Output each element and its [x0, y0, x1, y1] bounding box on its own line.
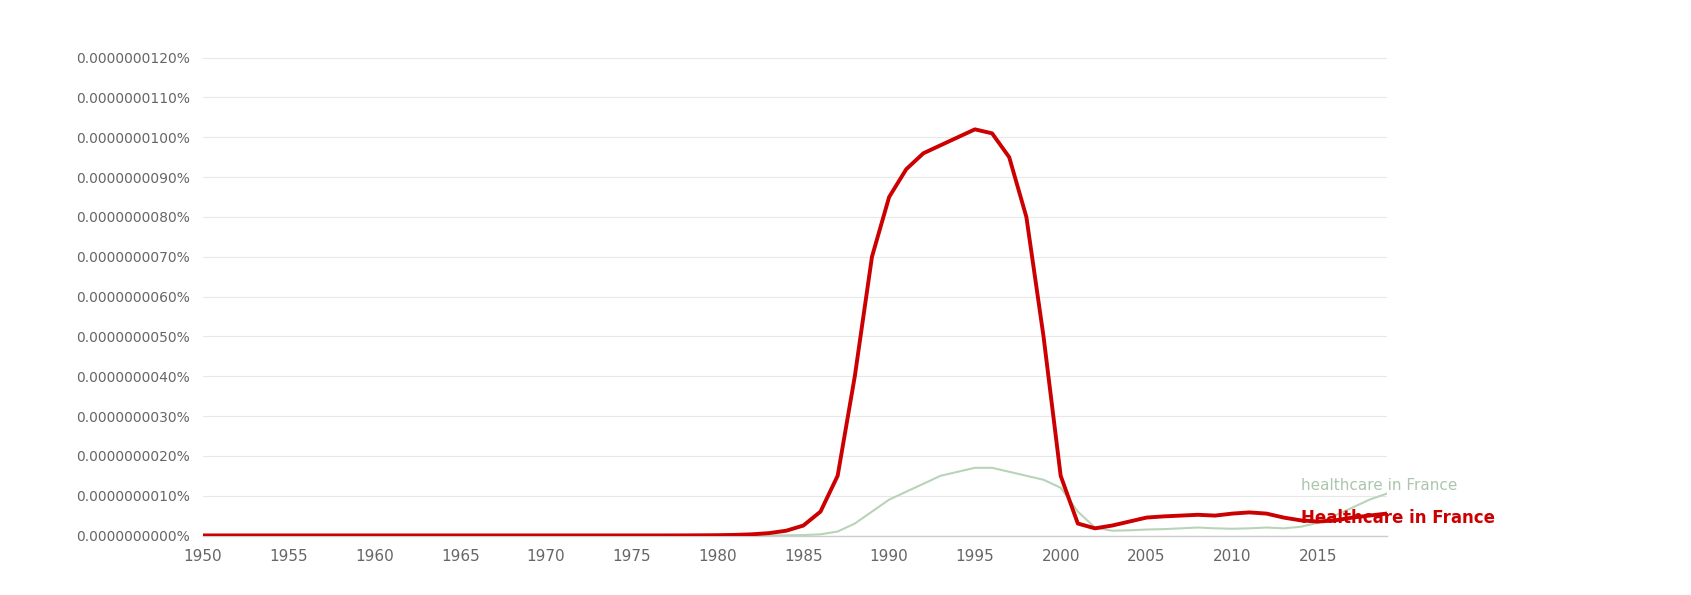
Text: healthcare in France: healthcare in France: [1300, 478, 1458, 493]
Text: Healthcare in France: Healthcare in France: [1300, 509, 1495, 527]
